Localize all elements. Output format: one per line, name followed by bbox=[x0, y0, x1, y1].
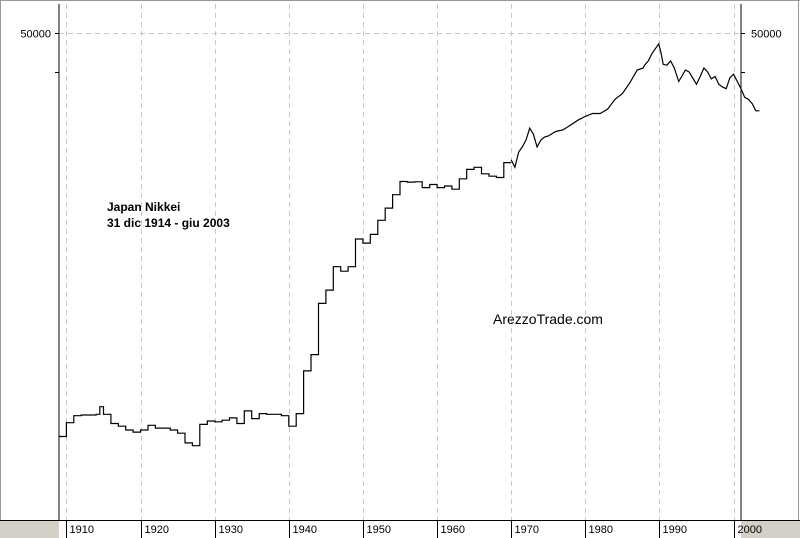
series-group bbox=[59, 42, 760, 447]
x-tick-label: 1990 bbox=[663, 524, 687, 536]
y-tick-label-right: 50000 bbox=[751, 29, 782, 41]
x-tick-label: 1910 bbox=[70, 524, 94, 536]
watermark: ArezzoTrade.com bbox=[493, 311, 603, 327]
grid-lines bbox=[59, 4, 741, 520]
chart-title: Japan Nikkei bbox=[107, 200, 180, 214]
x-tick-label: 1980 bbox=[589, 524, 613, 536]
chart-subtitle: 31 dic 1914 - giu 2003 bbox=[107, 216, 230, 230]
x-tick-label: 2000 bbox=[738, 524, 762, 536]
x-axis-band bbox=[0, 520, 800, 538]
x-axis-ticks: 1910 1920 1930 1940 1950 1960 1970 1980 1990 2000 bbox=[66, 520, 762, 538]
y-tick-label-left: 50000 bbox=[20, 29, 51, 41]
x-tick-label: 1970 bbox=[515, 524, 539, 536]
nikkei-series-daily bbox=[510, 42, 760, 170]
x-tick-label: 1950 bbox=[367, 524, 391, 536]
nikkei-series-annual bbox=[59, 162, 512, 447]
x-tick-label: 1920 bbox=[145, 524, 169, 536]
x-axis-band-plot bbox=[59, 520, 741, 538]
y-axis-ticks: 50000 50000 bbox=[20, 29, 782, 73]
x-tick-label: 1940 bbox=[293, 524, 317, 536]
x-tick-label: 1960 bbox=[441, 524, 465, 536]
x-tick-label: 1930 bbox=[219, 524, 243, 536]
